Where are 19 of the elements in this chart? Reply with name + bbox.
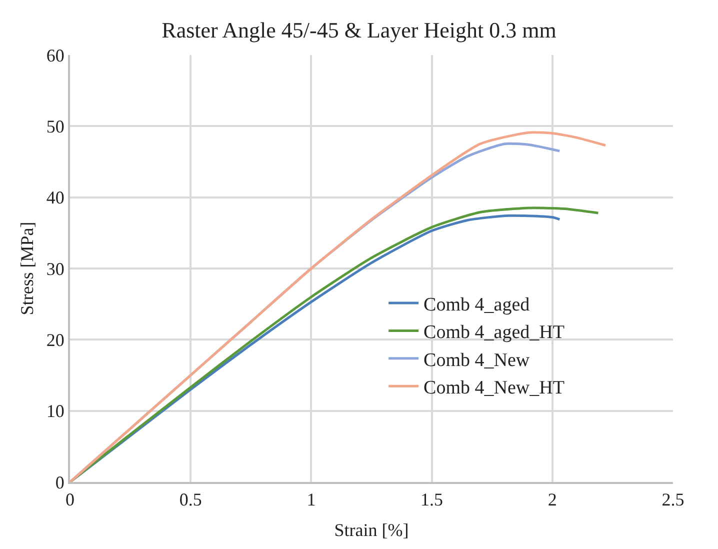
legend-label: Comb 4_aged_HT — [424, 322, 565, 344]
x-tick-label: 0.5 — [179, 490, 202, 510]
legend-label: Comb 4_New_HT — [424, 378, 565, 398]
x-tick-label: 1.5 — [420, 490, 444, 510]
x-tick-label: 1 — [306, 490, 316, 510]
x-tick-label: 2.5 — [662, 490, 684, 510]
y-tick-label: 30 — [46, 258, 64, 279]
y-tick-label: 50 — [46, 116, 64, 136]
y-tick-label: 10 — [46, 401, 64, 422]
y-tick-label: 60 — [46, 45, 64, 66]
y-tick-label: 0 — [55, 472, 64, 492]
y-axis-title: Stress [MPa] — [17, 222, 38, 316]
legend-label: Comb 4_New — [424, 350, 530, 371]
legend-label: Comb 4_aged — [424, 294, 530, 316]
x-axis-title: Strain [%] — [334, 520, 409, 540]
y-tick-label: 20 — [46, 330, 64, 350]
y-tick-label: 40 — [46, 188, 64, 208]
chart-title: Raster Angle 45/-45 & Layer Height 0.3 mm — [162, 17, 556, 42]
x-tick-label: 2 — [548, 490, 557, 510]
